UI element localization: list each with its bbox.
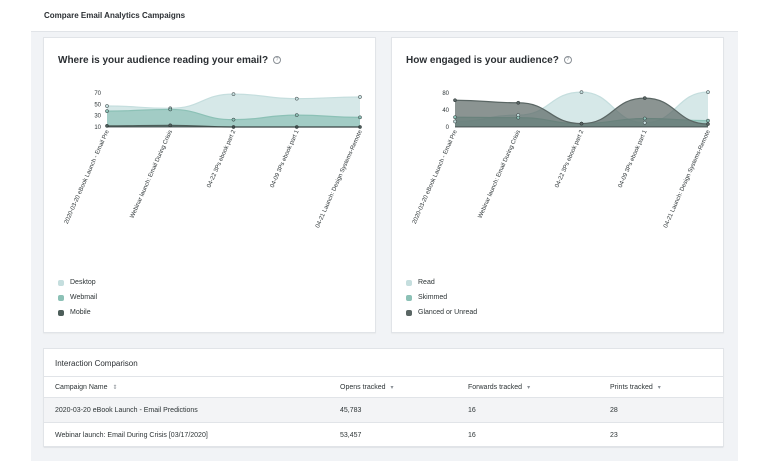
legend-label: Glanced or Unread [418, 309, 478, 316]
x-tick-label: 04-22 3Ps ebook part 2 [206, 129, 237, 189]
data-point[interactable] [579, 121, 584, 126]
table-row[interactable]: 2020-03-20 eBook Launch - Email Predicti… [44, 397, 723, 423]
cell-opens: 53,457 [340, 422, 468, 448]
data-point[interactable] [105, 104, 109, 108]
x-tick-label: 2020-03-20 eBook Launch - Email Pre [64, 129, 111, 225]
table-row[interactable]: Webinar launch: Email During Crisis [03/… [44, 422, 723, 448]
column-header-label: Campaign Name [55, 383, 108, 391]
data-point[interactable] [168, 123, 173, 128]
interaction-comparison-card: Interaction Comparison Campaign Name ⇕ Op… [43, 348, 724, 448]
x-tick-label: 2020-03-20 eBook Launch - Email Pre [412, 129, 459, 225]
sort-icon[interactable]: ⇕ [112, 384, 118, 391]
legend-item-read[interactable]: Read [406, 275, 477, 290]
cell-opens: 45,783 [340, 397, 468, 423]
x-tick-label: Webinar launch: Email During Crisis [130, 129, 175, 219]
legend-label: Skimmed [418, 294, 448, 301]
legend-label: Read [418, 279, 435, 286]
column-header-forwards[interactable]: Forwards tracked ▾ [468, 376, 610, 398]
interaction-table: Campaign Name ⇕ Opens tracked ▾ Forwards t… [44, 376, 723, 448]
sort-desc-icon[interactable]: ▾ [657, 384, 661, 391]
legend-swatch [406, 279, 412, 286]
legend-item-webmail[interactable]: Webmail [58, 290, 97, 305]
data-point[interactable] [294, 96, 299, 101]
page-title: Compare Email Analytics Campaigns [44, 11, 186, 20]
y-tick-label: 40 [442, 108, 449, 114]
y-tick-label: 0 [446, 125, 450, 131]
data-point[interactable] [642, 120, 647, 125]
page-header: Compare Email Analytics Campaigns [31, 0, 738, 32]
question-circle-icon[interactable]: ? [563, 56, 572, 64]
data-point[interactable] [516, 115, 521, 120]
legend-swatch [58, 309, 64, 316]
data-point[interactable] [358, 115, 362, 120]
y-tick-label: 10 [94, 125, 101, 131]
question-circle-icon[interactable]: ? [273, 56, 282, 64]
data-point[interactable] [642, 116, 647, 121]
legend-item-mobile[interactable]: Mobile [58, 305, 97, 320]
legend-label: Mobile [70, 309, 91, 316]
legend-swatch [58, 279, 64, 286]
reading-environment-card: Where is your audience reading your emai… [43, 37, 376, 333]
data-point[interactable] [642, 96, 647, 100]
chart-legend: Desktop Webmail Mobile [58, 275, 97, 320]
y-tick-label: 70 [94, 91, 101, 97]
cell-campaign-name: Webinar launch: Email During Crisis [03/… [44, 422, 340, 448]
legend-label: Desktop [70, 279, 96, 286]
y-tick-label: 30 [94, 114, 101, 120]
x-tick-label: 04-09 3Ps ebook part 1 [270, 129, 301, 189]
data-point[interactable] [358, 95, 362, 99]
column-header-opens[interactable]: Opens tracked ▾ [340, 376, 468, 398]
data-point[interactable] [706, 90, 710, 94]
chart-title-text: Where is your audience reading your emai… [58, 55, 269, 66]
column-header-campaign-name[interactable]: Campaign Name ⇕ [44, 376, 340, 398]
engagement-chart: 0 40 80 2020-03-20 eBook Launch - Email Pre… [412, 90, 712, 229]
legend-item-glanced[interactable]: Glanced or Unread [406, 305, 477, 320]
cell-prints: 23 [610, 422, 723, 448]
y-tick-label: 50 [94, 102, 101, 108]
data-point[interactable] [579, 90, 584, 94]
cell-forwards: 16 [468, 397, 610, 423]
chart-title: Where is your audience reading your emai… [58, 55, 282, 66]
x-tick-label: 04-21 Launch: Design Systems-Remote [663, 129, 712, 229]
engagement-card: How engaged is your audience?? 0 40 80 2020… [391, 37, 724, 333]
series-area-1 [107, 109, 360, 127]
data-point[interactable] [231, 92, 236, 96]
x-tick-label: Webinar launch: Email During Crisis [478, 129, 523, 219]
data-point[interactable] [453, 98, 457, 103]
data-point[interactable] [231, 117, 236, 122]
x-tick-label: 04-22 3Ps ebook part 2 [554, 129, 585, 189]
column-header-label: Prints tracked [610, 383, 653, 391]
legend-swatch [406, 294, 412, 301]
reading-environment-chart: 10 30 50 70 2020-03-20 eBook Launch - Email … [64, 91, 364, 229]
data-point[interactable] [706, 118, 710, 123]
data-point[interactable] [168, 107, 173, 112]
column-header-prints[interactable]: Prints tracked ▾ [610, 376, 723, 398]
chart-title: How engaged is your audience?? [406, 55, 572, 66]
table-header-row: Campaign Name ⇕ Opens tracked ▾ Forwards t… [44, 376, 723, 398]
data-point[interactable] [294, 113, 299, 117]
legend-swatch [406, 309, 412, 316]
x-tick-label: 04-09 3Ps ebook part 1 [618, 129, 649, 189]
table-title: Interaction Comparison [55, 359, 138, 368]
sort-desc-icon[interactable]: ▾ [527, 384, 531, 391]
data-point[interactable] [516, 100, 521, 105]
legend-item-skimmed[interactable]: Skimmed [406, 290, 477, 305]
legend-item-desktop[interactable]: Desktop [58, 275, 97, 290]
cell-campaign-name: 2020-03-20 eBook Launch - Email Predicti… [44, 397, 340, 423]
data-point[interactable] [453, 119, 457, 124]
sort-desc-icon[interactable]: ▾ [390, 384, 394, 391]
data-point[interactable] [453, 115, 457, 120]
column-header-label: Opens tracked [340, 383, 386, 391]
data-point[interactable] [706, 122, 710, 126]
column-header-label: Forwards tracked [468, 383, 523, 391]
data-point[interactable] [105, 109, 109, 113]
legend-swatch [58, 294, 64, 301]
x-tick-label: 04-21 Launch: Design Systems-Remote [315, 129, 364, 229]
chart-legend: Read Skimmed Glanced or Unread [406, 275, 477, 320]
legend-label: Webmail [70, 294, 98, 301]
chart-title-text: How engaged is your audience? [406, 55, 559, 66]
cell-forwards: 16 [468, 422, 610, 448]
y-tick-label: 80 [442, 91, 449, 97]
cell-prints: 28 [610, 397, 723, 423]
